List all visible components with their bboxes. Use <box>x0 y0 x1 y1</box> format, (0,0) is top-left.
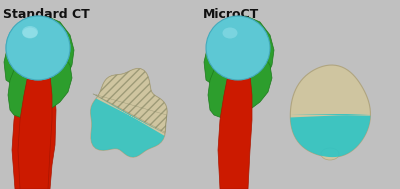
Polygon shape <box>18 62 52 189</box>
Ellipse shape <box>22 26 38 38</box>
Ellipse shape <box>22 28 38 39</box>
Polygon shape <box>290 65 370 157</box>
Polygon shape <box>8 45 72 120</box>
Text: MicroCT: MicroCT <box>203 8 259 21</box>
Polygon shape <box>204 16 274 94</box>
Polygon shape <box>93 68 167 133</box>
Circle shape <box>6 16 70 80</box>
Polygon shape <box>4 16 74 94</box>
Circle shape <box>254 51 262 59</box>
Polygon shape <box>218 62 252 189</box>
Text: Standard CT: Standard CT <box>3 8 90 21</box>
Ellipse shape <box>222 28 238 39</box>
Circle shape <box>6 16 70 80</box>
Ellipse shape <box>321 148 339 160</box>
Circle shape <box>206 16 270 80</box>
Polygon shape <box>208 45 272 120</box>
Polygon shape <box>290 114 370 157</box>
Polygon shape <box>91 68 167 157</box>
Polygon shape <box>12 55 56 189</box>
Polygon shape <box>91 94 165 157</box>
